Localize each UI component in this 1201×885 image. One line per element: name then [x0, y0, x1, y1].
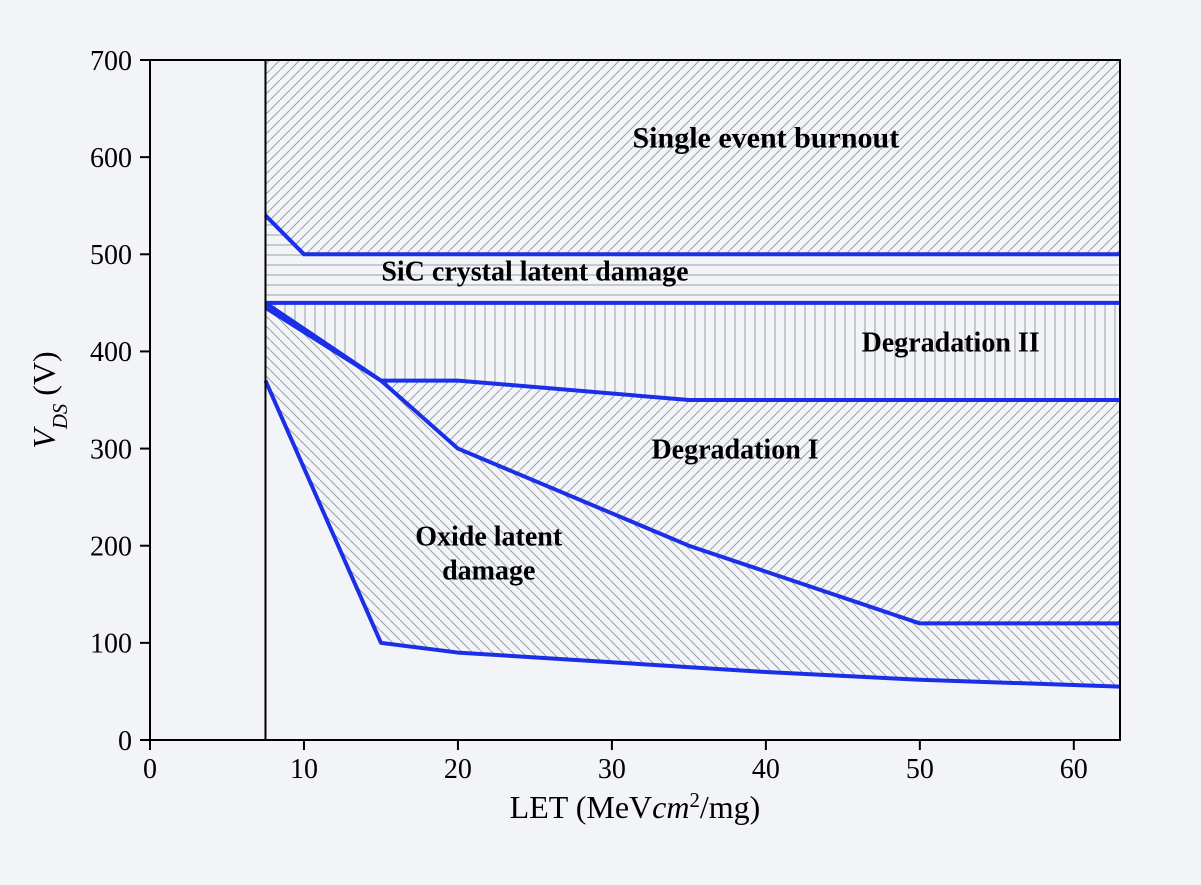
chart-card: Single event burnout SiC crystal latent d…	[0, 0, 1201, 885]
xtick-50: 50	[906, 754, 934, 785]
label-single-event-burnout: Single event burnout	[633, 121, 900, 154]
xtick-20: 20	[444, 754, 472, 785]
label-oxide-latent-damage-line2: damage	[442, 555, 535, 586]
ytick-500: 500	[90, 240, 132, 271]
ytick-300: 300	[90, 434, 132, 465]
label-degradation-i: Degradation I	[651, 434, 818, 465]
xtick-0: 0	[143, 754, 157, 785]
label-degradation-ii: Degradation II	[862, 327, 1040, 358]
xtick-30: 30	[598, 754, 626, 785]
ytick-100: 100	[90, 629, 132, 660]
label-oxide-latent-damage: Oxide latent	[415, 522, 563, 553]
region-single-event-burnout	[265, 60, 1120, 254]
ytick-600: 600	[90, 143, 132, 174]
x-axis-label: LET (MeVcm2/mg)	[510, 789, 761, 826]
label-sic-crystal-latent-damage: SiC crystal latent damage	[381, 257, 688, 288]
xtick-10: 10	[290, 754, 318, 785]
xtick-40: 40	[752, 754, 780, 785]
ytick-200: 200	[90, 532, 132, 563]
ytick-700: 700	[90, 46, 132, 77]
y-axis-label: VDS (V)	[26, 351, 72, 448]
xtick-60: 60	[1060, 754, 1088, 785]
ytick-400: 400	[90, 337, 132, 368]
ytick-0: 0	[118, 726, 132, 757]
phase-diagram-chart: Single event burnout SiC crystal latent d…	[0, 0, 1201, 885]
